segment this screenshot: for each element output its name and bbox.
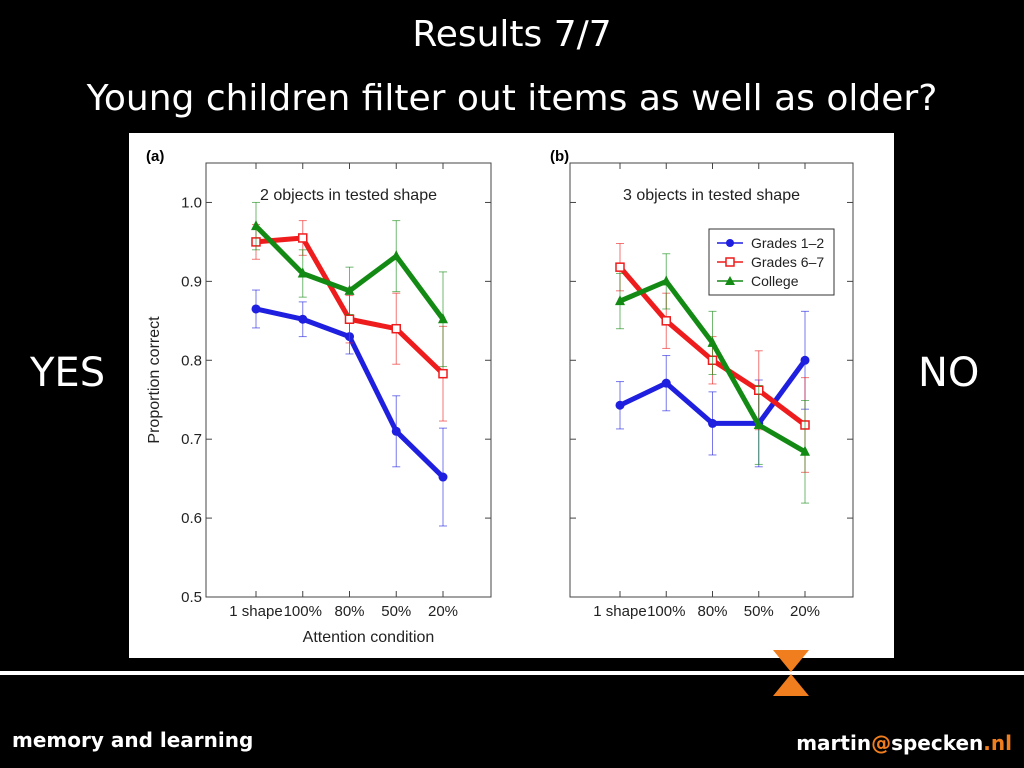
data-point <box>344 284 355 295</box>
data-point <box>391 323 401 334</box>
data-point <box>251 220 261 231</box>
x-tick-label: 50% <box>744 603 774 620</box>
y-tick-label: 0.6 <box>181 510 202 527</box>
data-point <box>391 250 402 261</box>
x-tick-label: 20% <box>428 603 458 620</box>
y-tick-label: 0.9 <box>181 273 202 290</box>
hourglass-icon <box>773 650 809 696</box>
footer-divider <box>0 671 1024 675</box>
data-point <box>615 400 625 410</box>
panel-label: (b) <box>550 148 569 165</box>
plot-frame-2 <box>569 162 854 598</box>
data-point <box>615 295 625 306</box>
x-tick-label: 50% <box>381 603 411 620</box>
y-tick-label: 0.8 <box>181 352 202 369</box>
data-point <box>661 378 671 388</box>
email-dot: . <box>983 731 991 755</box>
results-figure: (a) 2 objects in tested shape 0.5 0.6 0.7 0.8… <box>129 133 894 658</box>
legend-marker <box>725 276 735 285</box>
data-point <box>800 355 810 365</box>
y-tick-label: 0.5 <box>181 589 202 606</box>
data-point <box>753 418 764 429</box>
data-point <box>344 314 355 324</box>
data-point <box>391 426 401 436</box>
footer-course-name: memory and learning <box>12 728 254 752</box>
data-point <box>661 316 671 326</box>
yes-label: YES <box>30 350 106 396</box>
slide-subtitle: Young children filter out items as well … <box>86 78 938 119</box>
data-point <box>298 314 308 324</box>
legend-marker <box>726 239 734 247</box>
y-tick-label: 0.7 <box>181 431 202 448</box>
y-tick-label: 1.0 <box>181 194 202 211</box>
data-point <box>298 233 308 243</box>
panel-title: 3 objects in tested shape <box>623 187 800 204</box>
email-domain: specken <box>891 731 984 755</box>
email-user: martin <box>796 731 872 755</box>
panel-label: (a) <box>146 148 164 165</box>
x-tick-label: 100% <box>647 603 685 620</box>
plot-frame-1 <box>205 162 492 598</box>
data-point <box>708 418 717 428</box>
data-point <box>251 304 261 314</box>
y-axis-label: Proportion correct <box>146 316 163 444</box>
data-point <box>297 267 308 278</box>
legend-label: Grades 1–2 <box>751 235 824 251</box>
x-tick-label: 1 shape <box>229 603 282 620</box>
data-point <box>438 368 448 379</box>
line-chart: (a) 2 objects in tested shape 0.5 0.6 0.7 0.8… <box>146 148 854 646</box>
email-tld: nl <box>990 731 1012 755</box>
x-tick-label: 1 shape <box>593 603 646 620</box>
x-tick-label: 80% <box>334 603 364 620</box>
x-tick-label: 20% <box>790 603 820 620</box>
data-point <box>438 313 448 324</box>
data-point <box>707 336 718 347</box>
no-label: NO <box>918 350 980 396</box>
x-axis-label: Attention condition <box>303 629 435 646</box>
x-tick-label: 100% <box>284 603 322 620</box>
data-point <box>615 262 625 272</box>
email-at: @ <box>871 731 892 755</box>
data-point <box>800 445 810 456</box>
slide-title: Results 7/7 <box>412 14 612 55</box>
footer-email[interactable]: martin@specken.nl <box>796 731 1012 755</box>
x-tick-label: 80% <box>697 603 727 620</box>
legend-label: College <box>751 273 799 289</box>
legend-label: Grades 6–7 <box>751 254 824 270</box>
data-point <box>438 472 448 482</box>
panel-title: 2 objects in tested shape <box>260 187 437 204</box>
data-point <box>661 275 672 286</box>
legend-marker <box>725 257 735 267</box>
